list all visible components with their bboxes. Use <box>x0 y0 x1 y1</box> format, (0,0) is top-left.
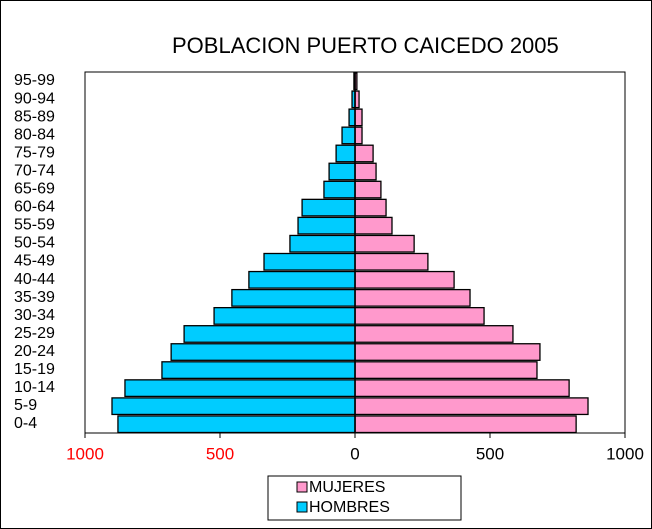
bar <box>301 198 356 217</box>
bar <box>323 180 356 199</box>
y-tick-label: 90-94 <box>14 90 55 107</box>
bar <box>354 397 589 416</box>
bar <box>354 198 387 217</box>
x-tick-label: 500 <box>206 444 234 463</box>
bar <box>161 361 356 379</box>
bar <box>183 325 356 343</box>
bar <box>328 162 356 181</box>
y-tick-label: 35-39 <box>14 289 55 306</box>
y-tick-label: 15-19 <box>14 361 55 378</box>
y-tick-label: 85-89 <box>14 108 55 125</box>
bar <box>354 252 429 271</box>
y-tick-label: 75-79 <box>14 144 55 161</box>
bar <box>354 288 471 307</box>
bar <box>348 108 356 127</box>
y-tick-label: 65-69 <box>14 181 55 198</box>
x-tick-label: 1000 <box>66 444 104 463</box>
y-tick-label: 20-24 <box>14 343 55 360</box>
y-tick-label: 45-49 <box>14 253 55 270</box>
x-tick-label: 1000 <box>606 444 644 463</box>
y-tick-label: 70-74 <box>14 162 55 179</box>
bar <box>354 379 570 398</box>
bar <box>354 108 363 127</box>
bar <box>354 234 415 253</box>
bar <box>231 288 356 307</box>
bar <box>354 216 393 235</box>
y-tick-label: 80-84 <box>14 126 55 143</box>
legend-swatch <box>296 481 308 493</box>
chart-title: POBLACION PUERTO CAICEDO 2005 <box>172 33 559 58</box>
bar <box>297 216 356 235</box>
bar <box>354 306 485 325</box>
bar <box>354 162 377 181</box>
bar <box>354 343 541 361</box>
bar <box>354 325 514 343</box>
bar <box>354 415 577 434</box>
bar <box>263 252 356 271</box>
legend-label: MUJERES <box>309 479 385 496</box>
y-tick-label: 40-44 <box>14 271 55 288</box>
legend-swatch <box>296 501 308 513</box>
y-tick-label: 5-9 <box>14 397 37 414</box>
legend-label: HOMBRES <box>309 499 390 516</box>
bar <box>248 270 356 289</box>
y-tick-label: 95-99 <box>14 72 55 89</box>
bar <box>289 234 356 253</box>
y-tick-label: 10-14 <box>14 379 55 396</box>
bar <box>124 379 356 398</box>
bar <box>354 180 382 199</box>
bar <box>111 397 356 416</box>
bar <box>341 126 356 145</box>
x-tick-label: 500 <box>476 444 504 463</box>
bar <box>117 415 356 434</box>
bar <box>354 361 538 379</box>
bar <box>213 306 356 325</box>
y-tick-label: 30-34 <box>14 307 55 324</box>
y-tick-label: 0-4 <box>14 415 37 432</box>
y-tick-label: 55-59 <box>14 217 55 234</box>
bar <box>354 144 374 163</box>
bar <box>335 144 356 163</box>
bar <box>354 270 455 289</box>
bar <box>170 343 356 361</box>
y-tick-label: 50-54 <box>14 235 55 252</box>
y-tick-label: 60-64 <box>14 199 55 216</box>
x-tick-label: 0 <box>350 444 359 463</box>
y-tick-label: 25-29 <box>14 325 55 342</box>
bar <box>354 126 363 145</box>
